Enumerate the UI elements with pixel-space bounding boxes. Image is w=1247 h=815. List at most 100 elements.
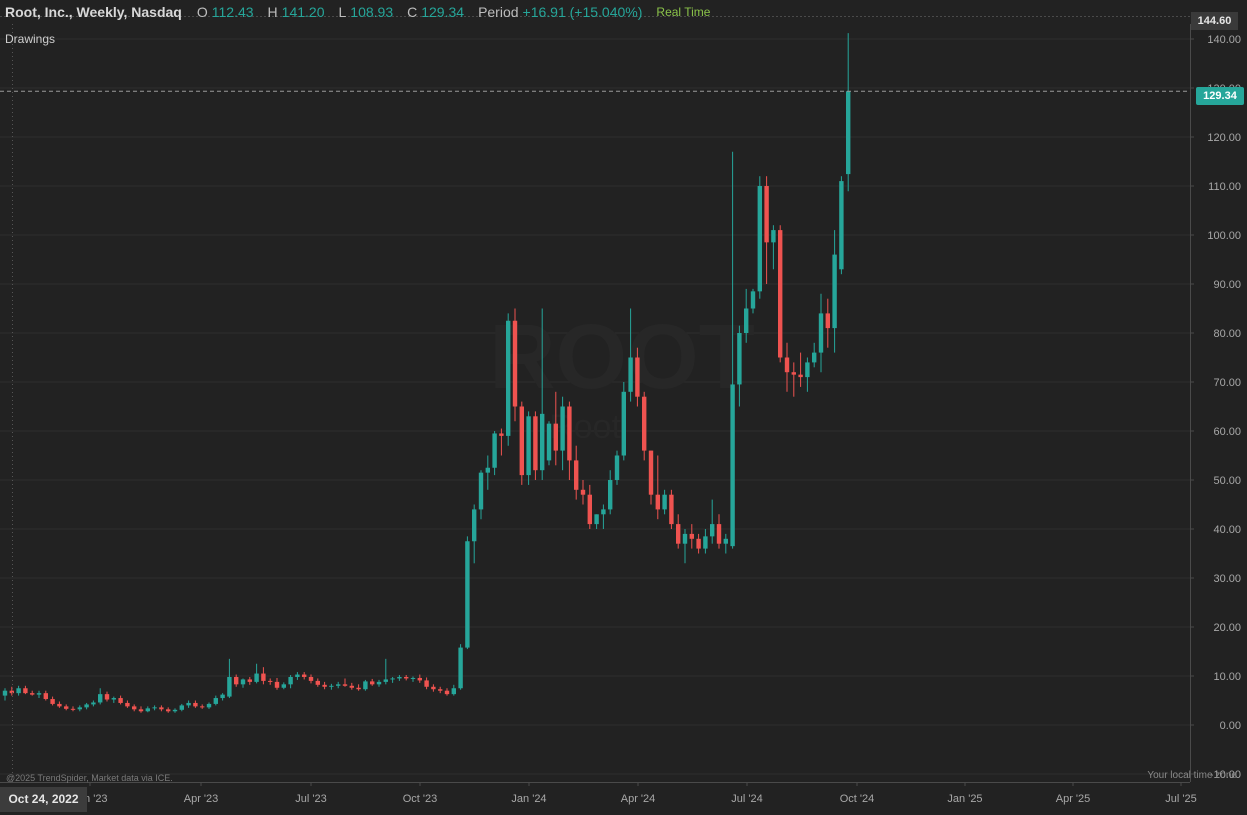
candle-body (594, 514, 599, 525)
candle-body (465, 541, 470, 648)
realtime-badge: Real Time (656, 5, 711, 19)
candle-body (642, 396, 647, 451)
y-tick-label: 90.00 (1213, 279, 1241, 291)
candle-body (567, 406, 572, 461)
candle-body (519, 406, 524, 476)
candle-body (798, 374, 803, 378)
x-tick-label: Jan '24 (511, 793, 546, 805)
candle-body (676, 524, 681, 544)
open-value: 112.43 (211, 4, 254, 20)
y-tick-label: 0.00 (1220, 720, 1241, 732)
copyright-note: @2025 TrendSpider, Market data via ICE. (6, 773, 173, 783)
candle-body (478, 472, 484, 510)
drawings-button[interactable]: Drawings (5, 32, 56, 46)
candle-body (268, 680, 273, 682)
candle-body (784, 357, 790, 373)
candle-body (118, 698, 123, 703)
candle-body (104, 694, 110, 700)
y-tick-label: 30.00 (1213, 573, 1241, 585)
candle-body (825, 313, 830, 329)
x-tick-label: Jul '25 (1165, 793, 1196, 805)
candle-body (553, 423, 558, 451)
chart-header: Root, Inc., Weekly, Nasdaq O 112.43 H 14… (0, 0, 1190, 24)
candle-body (526, 416, 531, 476)
y-tick-label: 80.00 (1213, 328, 1241, 340)
candle-body (744, 308, 749, 333)
candle-body (540, 413, 545, 471)
candle-body (682, 533, 688, 544)
candle-body (43, 693, 48, 700)
candle-body (336, 684, 341, 686)
candle-body (764, 186, 769, 243)
candle-body (159, 707, 164, 710)
candle-body (778, 230, 783, 358)
candle-body (36, 693, 42, 695)
candle-body (601, 509, 606, 515)
candle-body (254, 673, 259, 682)
local-time-note: Your local time zone (1147, 770, 1237, 781)
candle-body (431, 686, 436, 690)
candle-body (621, 391, 626, 456)
candle-body (417, 677, 422, 681)
candle-body (716, 524, 722, 544)
x-tick-label: Apr '24 (621, 793, 656, 805)
candle-body (322, 684, 327, 687)
candle-body (261, 673, 266, 681)
high-price-tag: 144.60 (1191, 12, 1238, 30)
candle-body (485, 467, 490, 473)
candle-body (9, 690, 14, 694)
candle-body (506, 320, 511, 436)
candle-body (805, 362, 810, 378)
candle-body (138, 709, 144, 712)
candle-body (383, 679, 388, 682)
x-tick-label: Apr '23 (184, 793, 219, 805)
grid (0, 38, 1190, 775)
candle-body (111, 698, 116, 700)
candle-body (438, 689, 443, 691)
candle-body (662, 494, 667, 510)
candle-body (186, 702, 191, 706)
candle-body (587, 494, 592, 525)
period-value: +16.91 (+15.040%) (522, 4, 643, 20)
candle-body (832, 254, 837, 329)
candle-body (791, 372, 796, 375)
candle-body (696, 538, 701, 549)
candles (2, 33, 851, 713)
y-tick-label: 120.00 (1207, 132, 1241, 144)
candle-body (220, 694, 225, 699)
candle-body (91, 702, 96, 705)
low-label: L (338, 4, 347, 20)
candle-body (247, 679, 252, 682)
candle-body (390, 678, 395, 680)
x-tick-label: Oct '23 (403, 793, 438, 805)
candle-body (376, 681, 382, 685)
candle-body (574, 460, 579, 490)
candle-body (356, 687, 361, 690)
candle-body (410, 677, 416, 679)
watermark-name: Root (549, 408, 621, 446)
candle-body (206, 703, 212, 708)
x-tick-label: Jan '25 (947, 793, 982, 805)
candle-body (818, 313, 824, 353)
candle-body (288, 676, 293, 685)
candle-body (132, 706, 137, 710)
y-tick-label: 140.00 (1207, 34, 1241, 46)
candle-body (342, 684, 348, 686)
candle-body (2, 690, 8, 696)
symbol-title[interactable]: Root, Inc., Weekly, Nasdaq (5, 4, 182, 20)
candle-body (737, 333, 742, 385)
candle-body (404, 676, 409, 679)
y-tick-label: 10.00 (1213, 671, 1241, 683)
close-label: C (407, 4, 418, 20)
candle-body (227, 676, 232, 697)
candle-body (546, 423, 552, 461)
candle-body (125, 702, 130, 707)
low-value: 108.93 (350, 4, 394, 20)
candle-body (533, 416, 538, 471)
candle-body (839, 181, 844, 270)
candle-body (608, 480, 613, 510)
y-tick-label: 50.00 (1213, 475, 1241, 487)
y-tick-label: 40.00 (1213, 524, 1241, 536)
candle-body (152, 707, 157, 709)
